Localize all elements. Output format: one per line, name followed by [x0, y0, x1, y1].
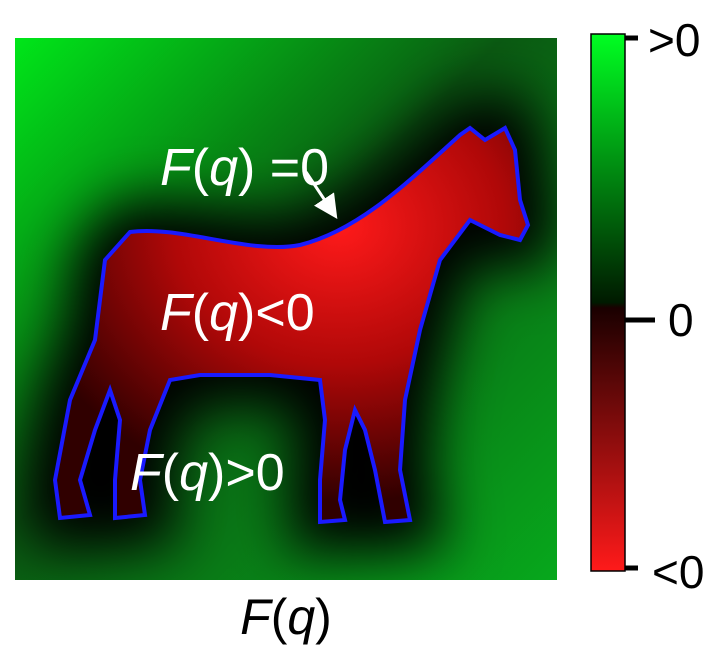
text-part: )<0 — [238, 284, 315, 342]
text-part: ( — [271, 589, 288, 645]
colorbar — [591, 34, 625, 571]
inside-label: F(q)<0 — [160, 284, 315, 342]
figure: F(q) =0 F(q)<0 F(q)>0 >0 0 <0 F(q) — [0, 0, 722, 647]
tick-label: <0 — [652, 546, 704, 598]
caption: F(q) — [240, 589, 332, 645]
text-part: F — [240, 589, 273, 645]
text-part: q — [209, 139, 238, 197]
tick-label: >0 — [648, 14, 700, 66]
text-part: ( — [162, 444, 180, 502]
tick-label: 0 — [668, 294, 694, 346]
text-part: q — [179, 444, 208, 502]
boundary-label: F(q) =0 — [160, 139, 329, 197]
text-part: )>0 — [208, 444, 285, 502]
text-part: F — [160, 284, 195, 342]
text-part: F — [130, 444, 165, 502]
text-part: q — [209, 284, 238, 342]
text-part: F — [160, 139, 195, 197]
text-part: ( — [192, 139, 210, 197]
text-part: ) — [315, 589, 332, 645]
colorbar-ticks: >0 0 <0 — [625, 14, 704, 598]
text-part: q — [287, 589, 315, 645]
outside-label: F(q)>0 — [130, 444, 285, 502]
text-part: ) =0 — [238, 139, 329, 197]
text-part: ( — [192, 284, 210, 342]
